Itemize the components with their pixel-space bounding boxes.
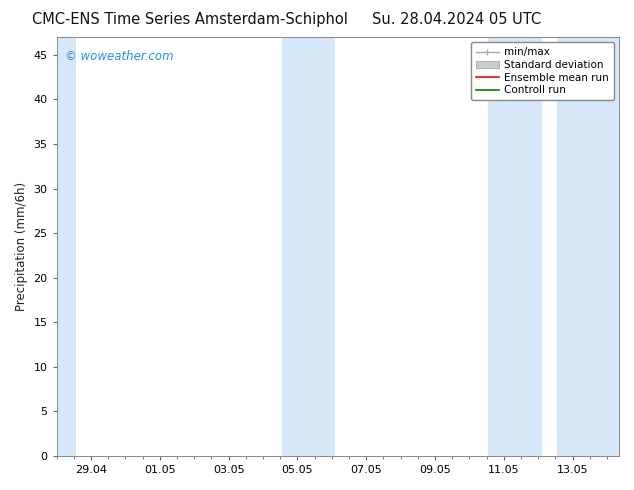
Legend: min/max, Standard deviation, Ensemble mean run, Controll run: min/max, Standard deviation, Ensemble me… [470, 42, 614, 100]
Bar [557, 37, 619, 456]
Bar [488, 37, 541, 456]
Bar [56, 37, 75, 456]
Text: CMC-ENS Time Series Amsterdam-Schiphol: CMC-ENS Time Series Amsterdam-Schiphol [32, 12, 348, 27]
Bar [282, 37, 335, 456]
Text: © woweather.com: © woweather.com [65, 49, 174, 63]
Y-axis label: Precipitation (mm/6h): Precipitation (mm/6h) [15, 182, 28, 311]
Text: Su. 28.04.2024 05 UTC: Su. 28.04.2024 05 UTC [372, 12, 541, 27]
